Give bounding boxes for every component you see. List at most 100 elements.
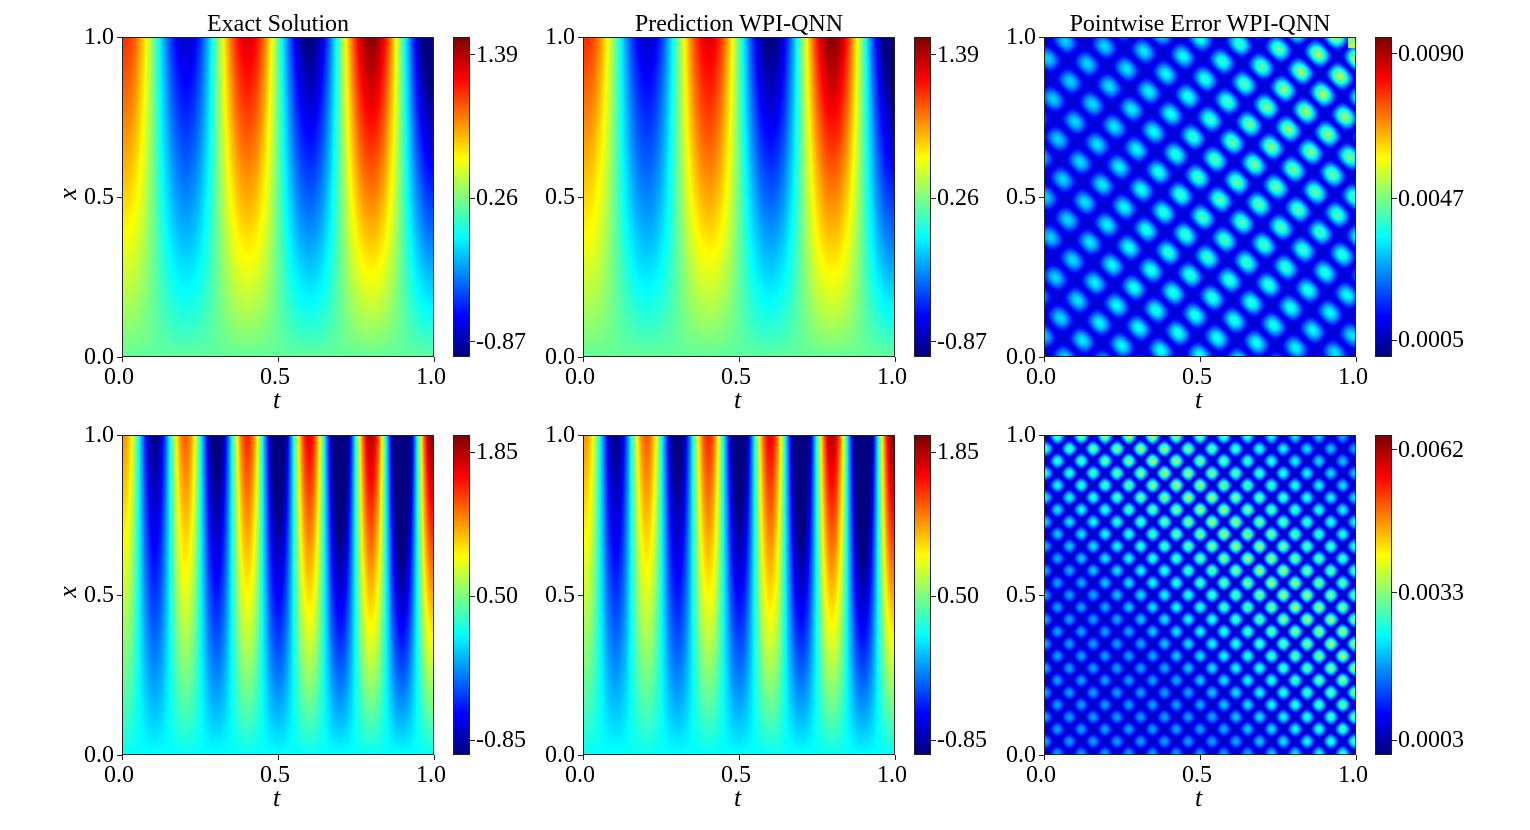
x-tick-label: 0.0 bbox=[1026, 364, 1056, 390]
colorbar-tick-mark bbox=[1392, 53, 1397, 55]
heatmap-image bbox=[123, 38, 433, 356]
y-tick-mark bbox=[578, 594, 583, 596]
colorbar-tick-label: 0.0003 bbox=[1398, 727, 1464, 754]
y-axis-label: x bbox=[52, 188, 82, 200]
x-axis-label: t bbox=[734, 385, 742, 414]
colorbar-tick-mark bbox=[931, 197, 936, 199]
x-tick-label: 1.0 bbox=[416, 364, 446, 390]
colorbar-tick-label: -0.85 bbox=[476, 727, 526, 754]
colorbar-tick-label: 0.0062 bbox=[1398, 436, 1464, 463]
x-tick-mark bbox=[433, 755, 435, 760]
x-tick-mark bbox=[894, 755, 896, 760]
x-tick-label: 0.0 bbox=[565, 762, 595, 788]
y-tick-label: 0.0 bbox=[545, 742, 575, 768]
colorbar-tick-label: 1.85 bbox=[476, 439, 518, 466]
colorbar-tick-label: 0.26 bbox=[937, 185, 979, 212]
x-tick-label: 0.5 bbox=[721, 364, 751, 390]
colorbar-tick-label: 0.26 bbox=[476, 185, 518, 212]
y-tick-label: 1.0 bbox=[545, 24, 575, 50]
x-tick-mark bbox=[894, 357, 896, 362]
y-tick-label: 0.0 bbox=[545, 344, 575, 370]
colorbar bbox=[453, 37, 470, 357]
x-axis-label: t bbox=[273, 783, 281, 812]
colorbar bbox=[453, 435, 470, 755]
x-tick-label: 0.5 bbox=[1182, 762, 1212, 788]
colorbar-tick-mark bbox=[1392, 449, 1397, 451]
colorbar-gradient bbox=[454, 38, 469, 356]
colorbar-tick-mark bbox=[931, 739, 936, 741]
y-tick-mark bbox=[117, 754, 122, 756]
colorbar-tick-label: -0.87 bbox=[937, 328, 987, 355]
colorbar bbox=[1375, 435, 1392, 755]
heatmap-image bbox=[1045, 436, 1355, 754]
heatmap-image bbox=[584, 38, 894, 356]
y-tick-mark bbox=[1039, 196, 1044, 198]
x-tick-mark bbox=[121, 755, 123, 760]
chart-title: Pointwise Error WPI-QNN bbox=[1069, 11, 1331, 37]
y-tick-mark bbox=[1039, 754, 1044, 756]
colorbar-gradient bbox=[915, 38, 930, 356]
x-axis-label: t bbox=[273, 385, 281, 414]
x-tick-mark bbox=[277, 755, 279, 760]
y-tick-mark bbox=[578, 36, 583, 38]
heatmap-axes bbox=[583, 37, 895, 357]
x-tick-label: 1.0 bbox=[1338, 762, 1368, 788]
x-tick-label: 1.0 bbox=[877, 762, 907, 788]
y-tick-label: 0.0 bbox=[84, 742, 114, 768]
colorbar-tick-label: 0.0090 bbox=[1398, 40, 1464, 67]
colorbar-tick-mark bbox=[470, 197, 475, 199]
colorbar-tick-label: 0.50 bbox=[476, 583, 518, 610]
x-tick-mark bbox=[1199, 357, 1201, 362]
x-tick-label: 0.0 bbox=[104, 364, 134, 390]
y-tick-label: 0.0 bbox=[84, 344, 114, 370]
x-tick-mark bbox=[738, 755, 740, 760]
colorbar bbox=[914, 435, 931, 755]
y-tick-mark bbox=[117, 356, 122, 358]
x-tick-label: 0.5 bbox=[721, 762, 751, 788]
y-tick-mark bbox=[578, 196, 583, 198]
colorbar-tick-label: 1.85 bbox=[937, 439, 979, 466]
y-tick-label: 1.0 bbox=[1006, 422, 1036, 448]
colorbar-tick-mark bbox=[931, 341, 936, 343]
colorbar-tick-mark bbox=[1392, 739, 1397, 741]
heatmap-axes bbox=[122, 37, 434, 357]
x-tick-mark bbox=[121, 357, 123, 362]
y-tick-mark bbox=[117, 434, 122, 436]
y-tick-mark bbox=[1039, 594, 1044, 596]
x-tick-mark bbox=[1355, 755, 1357, 760]
y-tick-label: 1.0 bbox=[84, 24, 114, 50]
x-axis-label: t bbox=[1195, 783, 1203, 812]
colorbar-tick-mark bbox=[470, 451, 475, 453]
y-tick-label: 1.0 bbox=[84, 422, 114, 448]
x-tick-label: 0.0 bbox=[565, 364, 595, 390]
colorbar-gradient bbox=[1376, 38, 1391, 356]
heatmap-axes bbox=[583, 435, 895, 755]
heatmap-image bbox=[1045, 38, 1355, 356]
colorbar-tick-mark bbox=[470, 739, 475, 741]
x-tick-mark bbox=[582, 755, 584, 760]
colorbar-tick-label: 0.0005 bbox=[1398, 327, 1464, 354]
colorbar-tick-label: 0.0033 bbox=[1398, 579, 1464, 606]
colorbar-tick-mark bbox=[931, 54, 936, 56]
colorbar-tick-mark bbox=[1392, 592, 1397, 594]
x-tick-label: 0.0 bbox=[1026, 762, 1056, 788]
y-axis-label: x bbox=[52, 586, 82, 598]
colorbar-tick-label: 1.39 bbox=[937, 41, 979, 68]
colorbar-tick-label: 0.0047 bbox=[1398, 185, 1464, 212]
chart-title: Prediction WPI-QNN bbox=[634, 11, 844, 37]
x-tick-mark bbox=[1355, 357, 1357, 362]
y-tick-mark bbox=[578, 754, 583, 756]
y-tick-label: 0.5 bbox=[545, 582, 575, 608]
colorbar-tick-mark bbox=[470, 54, 475, 56]
y-tick-mark bbox=[117, 36, 122, 38]
heatmap-image bbox=[123, 436, 433, 754]
colorbar-gradient bbox=[454, 436, 469, 754]
x-tick-mark bbox=[738, 357, 740, 362]
x-tick-label: 1.0 bbox=[416, 762, 446, 788]
colorbar-tick-mark bbox=[931, 451, 936, 453]
x-tick-label: 0.0 bbox=[104, 762, 134, 788]
x-axis-label: t bbox=[734, 783, 742, 812]
x-tick-mark bbox=[1043, 755, 1045, 760]
colorbar-gradient bbox=[1376, 436, 1391, 754]
